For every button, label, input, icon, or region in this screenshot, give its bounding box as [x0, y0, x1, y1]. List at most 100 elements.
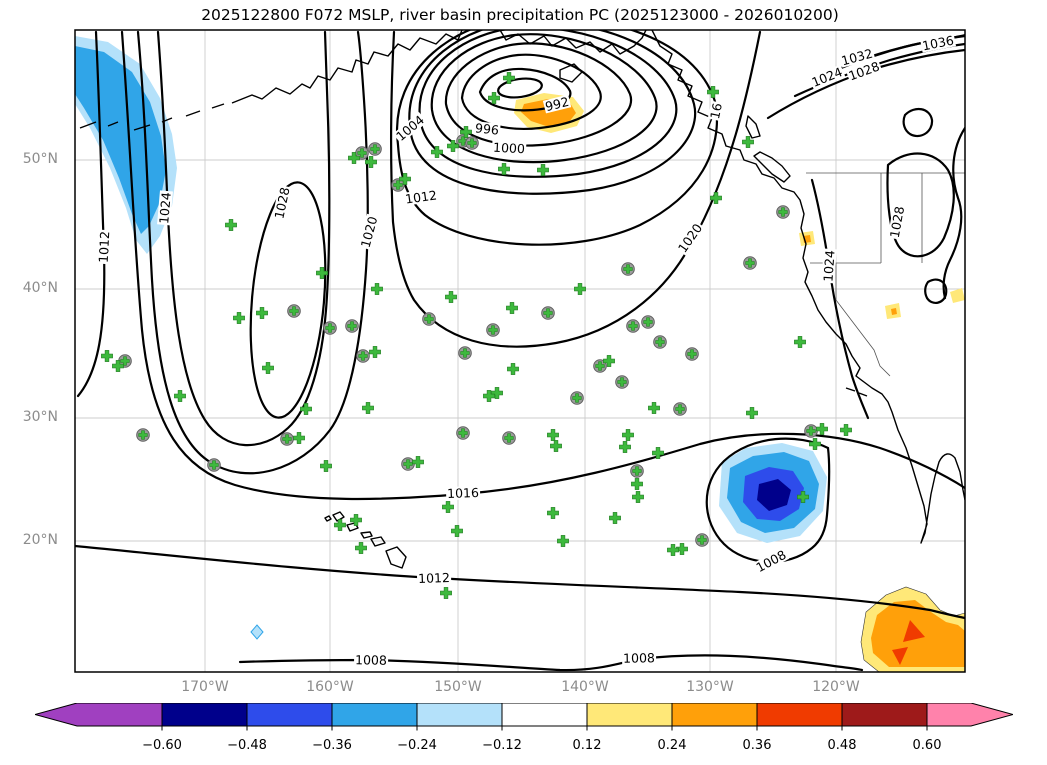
colorbar-segment	[161, 702, 248, 727]
lon-tick-label: 130°W	[686, 679, 734, 695]
station-marker-plus	[632, 491, 644, 503]
station-marker-plus	[574, 283, 586, 295]
station-marker-plus	[289, 306, 299, 316]
station-marker-plus	[632, 466, 642, 476]
station-marker-plus	[797, 491, 809, 503]
station-marker-plus	[460, 126, 472, 138]
colorbar-tick-label: −0.60	[142, 738, 182, 753]
isobar-1016-long	[120, 30, 965, 501]
station-marker-plus	[138, 430, 148, 440]
station-marker-plus	[424, 314, 434, 324]
contour-label: 1012	[416, 569, 452, 587]
colorbar-tick-label: 0.48	[827, 738, 857, 753]
precip-negative-nw-core	[75, 46, 166, 234]
station-marker-plus	[445, 291, 457, 303]
station-marker-plus	[648, 402, 660, 414]
colorbar-segment	[756, 702, 843, 727]
lat-tick-label: 50°N	[22, 151, 58, 167]
colorbar-tick-label: 0.24	[657, 738, 687, 753]
station-marker-plus	[809, 438, 821, 450]
grid-layer	[75, 30, 965, 672]
station-marker-plus	[320, 460, 332, 472]
station-marker-plus	[628, 321, 638, 331]
precipitation-fill-layer	[75, 36, 965, 672]
isobar-ridge-1028	[249, 181, 327, 419]
isobar-1024-west	[156, 30, 331, 447]
isobar-inland-loop-3	[924, 278, 948, 304]
station-marker-plus	[101, 350, 113, 362]
station-marker-plus	[603, 355, 615, 367]
vancouver-island	[753, 151, 791, 183]
station-marker-plus	[572, 393, 582, 403]
isobar-ring-996	[460, 53, 602, 130]
colorbar-segment	[331, 702, 418, 727]
station-marker-plus	[707, 86, 719, 98]
station-marker-plus	[547, 429, 559, 441]
station-marker-plus	[225, 219, 237, 231]
plot-border	[74, 29, 966, 673]
colorbar-tick-label: 0.36	[742, 738, 772, 753]
station-marker-plus	[112, 360, 124, 372]
isobar-1008-south	[238, 654, 864, 672]
chart-title: 2025122800 F072 MSLP, river basin precip…	[201, 6, 839, 24]
station-marker-plus	[442, 501, 454, 513]
station-marker-plus	[399, 173, 411, 185]
aleutian-islands	[79, 103, 225, 131]
station-marker-plus	[358, 351, 368, 361]
station-marker-plus	[687, 349, 697, 359]
colorbar-segment	[416, 702, 503, 727]
station-marker-plus	[488, 92, 500, 104]
lon-tick-label: 160°W	[306, 679, 354, 695]
station-marker-plus	[369, 346, 381, 358]
station-marker-plus	[816, 423, 828, 435]
station-marker-plus	[655, 337, 665, 347]
isobar-ring-988	[497, 77, 543, 99]
isobar-ring-1016	[395, 30, 718, 246]
grid-meridians	[204, 30, 837, 672]
isobar-edge-wiggle	[942, 126, 965, 300]
station-marker-plus	[547, 507, 559, 519]
station-marker-plus	[440, 587, 452, 599]
precip-spot-sw-diamond	[250, 624, 264, 640]
station-marker-plus	[794, 336, 806, 348]
station-marker-plus	[643, 317, 653, 327]
station-marker-plus	[550, 440, 562, 452]
north-america-west-coast	[651, 30, 965, 544]
station-marker-plus	[697, 535, 707, 545]
contour-label: 1012	[95, 229, 113, 265]
state-country-borders	[806, 172, 965, 377]
station-marker-plus	[488, 325, 498, 335]
isobar-1008-small-low	[705, 437, 831, 563]
hawaiian-islands	[324, 511, 407, 569]
station-marker-plus	[543, 308, 553, 318]
lat-tick-label: 20°N	[22, 532, 58, 548]
station-marker-plus	[431, 146, 443, 158]
station-marker-plus	[507, 363, 519, 375]
station-marker-plus	[745, 258, 755, 268]
station-marker-plus	[120, 356, 130, 366]
borders-layer	[806, 172, 965, 377]
isobar-1024-coastal	[810, 178, 870, 420]
station-marker-plus	[710, 192, 722, 204]
station-marker-plus	[293, 432, 305, 444]
station-marker-plus	[498, 163, 510, 175]
isobar-1020-west	[136, 30, 369, 475]
precip-spot-edge	[950, 288, 965, 303]
contour-label: 1008	[353, 652, 389, 668]
station-marker-plus	[233, 312, 245, 324]
contour-label: 1016	[445, 484, 481, 502]
colorbar-arrow-right	[926, 702, 1015, 727]
station-marker-plus	[778, 207, 788, 217]
lon-tick-label: 170°W	[181, 679, 229, 695]
station-marker-plus	[370, 144, 380, 154]
grid-parallels	[75, 159, 965, 542]
station-marker-plus	[503, 72, 515, 84]
contour-label: 1000	[491, 139, 527, 157]
colorbar-tick-label: −0.12	[482, 738, 522, 753]
station-marker-plus	[174, 390, 186, 402]
station-marker-plus	[350, 514, 362, 526]
isobar-ring-992	[478, 67, 572, 112]
station-marker-plus	[412, 456, 424, 468]
